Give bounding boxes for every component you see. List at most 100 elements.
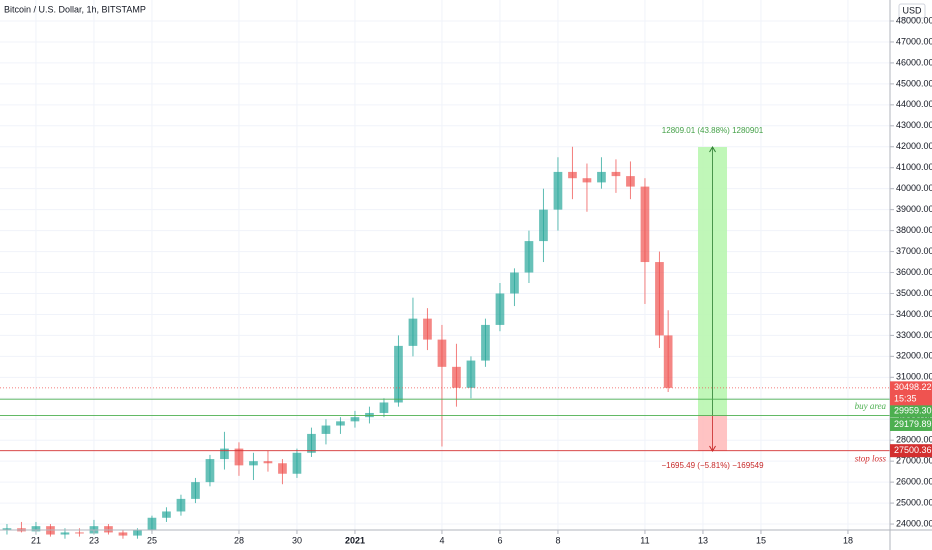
candle-body [162,511,171,518]
candle-body [249,461,258,466]
candle-body [394,345,403,403]
y-tick-label: 40000.00 [896,183,932,193]
countdown-box [890,393,932,406]
y-tick-label: 43000.00 [896,120,932,130]
currency-box[interactable] [898,3,926,19]
price-label-box [890,444,932,458]
candle-body [466,360,476,388]
candle-body [307,433,316,453]
target-arrowhead [709,146,716,153]
y-tick-label: 37000.00 [896,246,932,256]
y-tick-label: 38000.00 [896,225,932,235]
candle-body [133,530,142,536]
candle-body [263,461,273,464]
x-tick-label: 21 [31,535,41,545]
candle-body [663,335,673,388]
y-tick-label: 44000.00 [896,99,932,109]
candle-body [640,186,650,263]
candle-body [655,262,664,336]
candle-body [437,339,447,367]
y-tick-label: 31000.00 [896,372,932,382]
candle-body [191,482,200,499]
price-label-box [890,381,932,395]
candle-body [2,528,12,531]
y-tick-label: 41000.00 [896,162,932,172]
candle-body [118,532,128,536]
candle-body [582,178,592,183]
x-tick-label: 25 [147,535,157,545]
chart-title: Bitcoin / U.S. Dollar, 1h, BITSTAMP [4,4,146,14]
x-tick-label: 8 [555,535,560,545]
axes: 24000.00 25000.00 26000.00 27000.00 28000.00… [31,15,932,545]
y-tick-label: 26000.00 [896,477,932,487]
x-tick-label: 2021 [345,535,365,545]
x-tick-label: 15 [756,535,766,545]
line-name: stop loss [855,454,887,464]
candle-body [176,498,186,512]
candle-body [452,366,461,388]
candle-body [31,526,41,532]
target-label: 12809.01 (43.88%) 1280901 [662,126,764,135]
candle-body [539,209,548,242]
candle-body [379,402,389,413]
x-tick-label: 30 [292,535,302,545]
x-tick-label: 13 [698,535,708,545]
price-label: 27500.36 [894,445,932,455]
x-tick-label: 4 [439,535,444,545]
countdown: 15:35 [894,394,917,404]
candle-body [524,241,534,273]
price-label: 30498.22 [894,382,932,392]
plot: 12809.01 (43.88%) 1280901 −1695.49 (−5.81… [0,126,890,539]
y-tick-label: 48000.00 [896,15,932,25]
y-tick-label: 34000.00 [896,309,932,319]
candle-body [568,171,577,179]
candle-body [321,425,331,434]
x-tick-label: 11 [640,535,649,545]
candle-body [611,171,621,177]
y-tick-label: 25000.00 [896,497,932,507]
candle-body [423,318,432,340]
candle-body [350,417,360,422]
candle-body [292,452,302,474]
candle-body [60,532,70,535]
candle-body [75,532,84,534]
y-tick-label: 28000.00 [896,435,932,445]
x-tick-label: 6 [497,535,502,545]
price-label-box [890,417,932,431]
candle-body [147,517,157,531]
x-tick-label: 28 [234,535,244,545]
y-tick-label: 46000.00 [896,57,932,67]
candle-body [336,421,345,426]
candle-body [510,272,519,294]
price-label: 29959.30 [894,406,932,416]
y-tick-label: 39000.00 [896,204,932,214]
y-tick-label: 42000.00 [896,141,932,151]
y-tick-label: 36000.00 [896,267,932,277]
y-tick-label: 35000.00 [896,288,932,298]
candle-body [104,526,113,533]
line-name: buy area [855,401,887,411]
candle-body [495,293,505,325]
candle-body [278,463,287,474]
candle-body [553,171,563,210]
stop-label: −1695.49 (−5.81%) −169549 [661,461,764,470]
y-tick-label: 24000.00 [896,518,932,528]
y-tick-label: 45000.00 [896,78,932,88]
candle-body [481,324,490,361]
price-label: 29179.89 [894,419,932,429]
candle-body [234,448,244,466]
y-tick-label: 33000.00 [896,330,932,340]
x-tick-label: 18 [843,535,853,545]
candle-body [597,171,606,183]
y-tick-label: 47000.00 [896,36,932,46]
candle-body [220,448,229,460]
candle-body [205,459,215,483]
currency[interactable]: USD [902,5,922,15]
x-tick-label: 23 [89,535,99,545]
y-tick-label: 32000.00 [896,351,932,361]
candle-body [408,318,418,346]
candle-body [626,176,635,187]
y-tick-label: 27000.00 [896,456,932,466]
